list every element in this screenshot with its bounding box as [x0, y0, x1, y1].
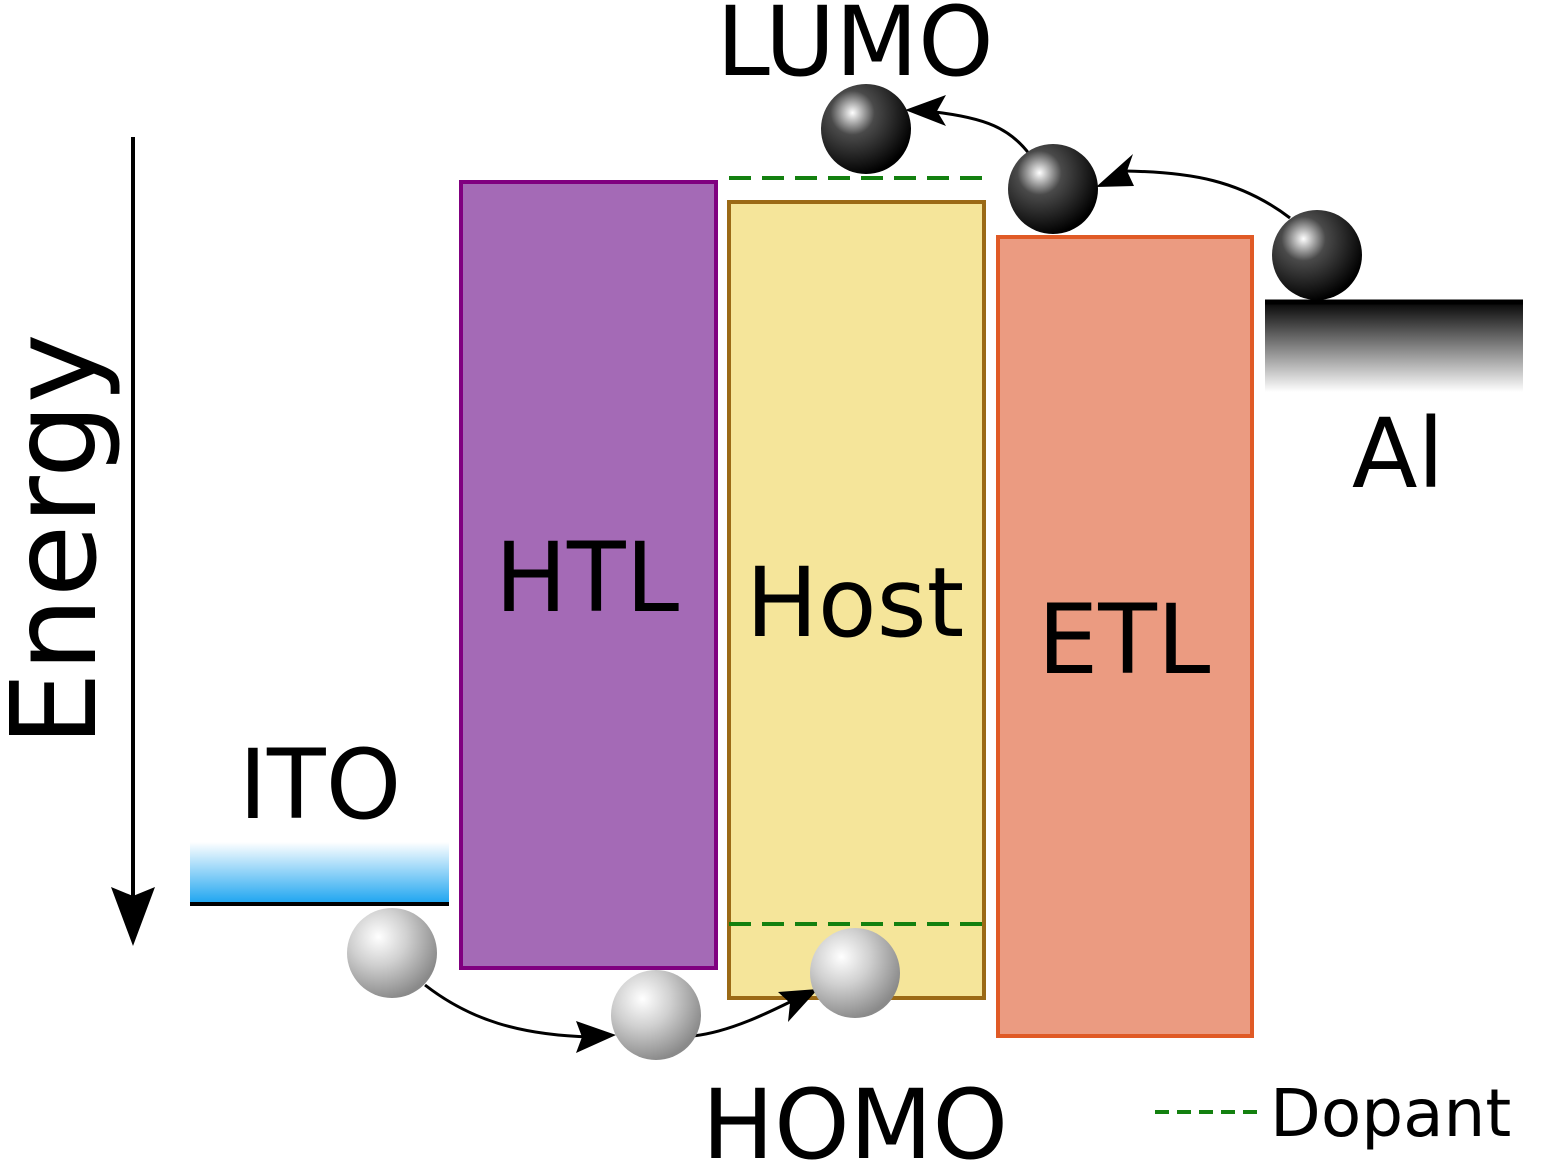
htl-layer [459, 180, 718, 970]
electron-sphere-etl [1008, 144, 1098, 234]
al-electrode [1265, 300, 1523, 392]
hole-arrowhead-1 [576, 1021, 616, 1053]
host-label: Host [746, 547, 965, 659]
lumo-label: LUMO [716, 0, 993, 98]
electron-arrowhead-2 [905, 95, 946, 126]
ito-label: ITO [239, 729, 402, 841]
electron-sphere-lumo [821, 84, 911, 174]
hole-sphere-htl [611, 970, 701, 1060]
etl-label: ETL [1038, 584, 1211, 696]
al-label: Al [1352, 398, 1444, 510]
hole-sphere-ito [347, 908, 437, 998]
htl-label: HTL [495, 522, 679, 634]
energy-axis-label: Energy [0, 333, 123, 746]
electron-arrowhead-1 [1096, 154, 1134, 187]
etl-layer [996, 235, 1254, 1038]
energy-axis [111, 137, 155, 946]
electron-transport-arrows [934, 110, 1291, 220]
legend: Dopant [1155, 1075, 1511, 1152]
ito-electrode [190, 842, 449, 904]
legend-dopant-label: Dopant [1270, 1075, 1511, 1152]
homo-label: HOMO [702, 1069, 1008, 1161]
host-layer [727, 200, 986, 1000]
electron-sphere-al [1272, 210, 1362, 300]
hole-arrowhead-2 [778, 989, 818, 1022]
hole-sphere-host [810, 928, 900, 1018]
